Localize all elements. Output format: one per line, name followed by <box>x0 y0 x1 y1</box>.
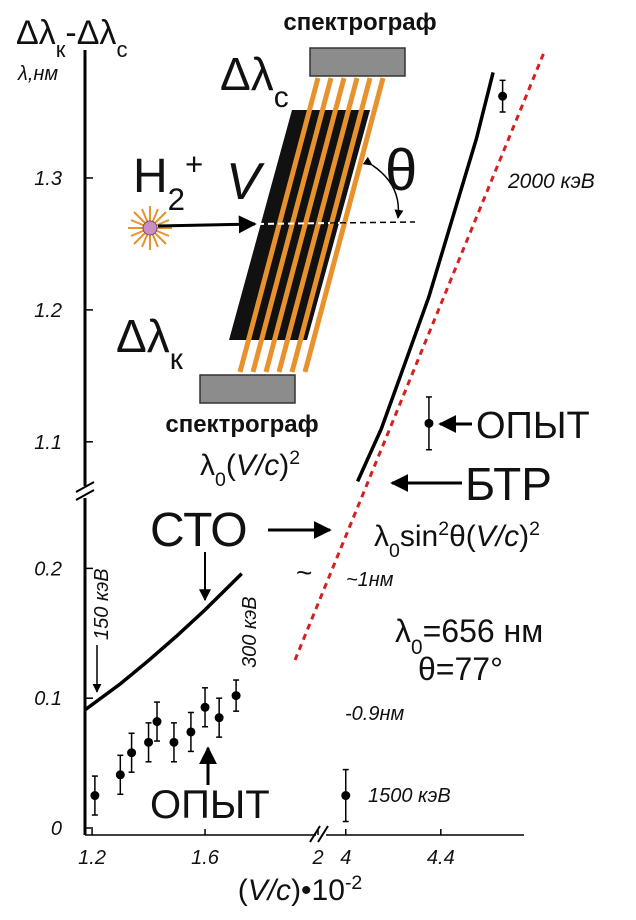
particle <box>143 221 157 235</box>
text-part: с <box>116 37 127 62</box>
y-tick-label: 1.2 <box>34 300 62 322</box>
text-part: V/c <box>476 520 519 553</box>
text-part: Δλ <box>220 48 274 100</box>
y-tick-label: 0 <box>51 818 62 840</box>
x-tick-label: 2 <box>311 847 323 869</box>
spectrograph-bottom <box>200 375 295 403</box>
text-part: Δλ <box>16 14 56 52</box>
data-point <box>144 738 153 747</box>
direction-line <box>330 222 415 223</box>
text-part: к <box>56 37 66 62</box>
annotation: 1500 кэВ <box>368 785 451 807</box>
text-part: 2 <box>168 182 185 217</box>
annotation: ОПЫТ <box>150 783 270 827</box>
x-tick-label: 1.6 <box>191 847 220 869</box>
y-tick-label: 1.3 <box>34 168 62 190</box>
data-point <box>341 791 350 800</box>
annotation: λ0sin2θ(V/c)2 <box>374 518 540 562</box>
x-tick-label: 4.4 <box>427 847 455 869</box>
text-part: -2 <box>345 872 362 894</box>
text-part: 0 <box>389 540 400 562</box>
data-point <box>90 791 99 800</box>
text-part: 2 <box>438 518 449 540</box>
annotation: 300 кэВ <box>239 596 261 668</box>
annotation: ~ <box>296 557 312 588</box>
text-part: λ <box>395 613 411 649</box>
data-point <box>201 703 210 712</box>
annotation: V <box>226 153 265 211</box>
annotation: спектрограф <box>283 9 436 36</box>
annotation: ~1нм <box>346 569 394 591</box>
text-part: 0 <box>215 469 226 491</box>
text-part: V/c <box>248 874 291 907</box>
annotation: 150 кэВ <box>91 568 113 640</box>
text-part: ( <box>226 449 236 482</box>
annotation: θ <box>385 138 417 203</box>
text-part: =656 нм <box>423 613 544 649</box>
velocity-arrow <box>158 224 255 226</box>
text-part: 2 <box>289 447 300 469</box>
annotation: H2+ <box>133 147 203 217</box>
text-part: -Δλ <box>65 14 116 52</box>
annotation: спектрограф <box>165 411 318 438</box>
annotation: СТО <box>150 504 248 557</box>
x-tick-label: 1.2 <box>78 847 106 869</box>
text-part: )•10 <box>291 874 345 907</box>
text-part: θ( <box>449 520 476 553</box>
x-tick-label: 4 <box>340 847 351 869</box>
text-part: H <box>133 150 168 203</box>
data-point <box>169 738 178 747</box>
annotation: θ=77° <box>418 651 503 687</box>
data-point <box>186 727 195 736</box>
annotation: БТР <box>465 458 552 510</box>
curve <box>358 72 494 481</box>
data-point <box>127 748 136 757</box>
text-part: + <box>185 147 203 182</box>
data-point <box>498 92 507 101</box>
chart: 00.10.21.11.21.31.21.6244.4Δλк-Δλсλ,нм(V… <box>0 0 636 915</box>
text-part: к <box>170 343 184 376</box>
y-tick-label: 0.2 <box>34 558 62 580</box>
y-axis-label: λ,нм <box>17 63 58 85</box>
text-part: 2 <box>529 518 540 540</box>
y-tick-label: 1.1 <box>34 432 62 454</box>
text-part: ) <box>519 520 529 553</box>
text-part: ) <box>279 449 289 482</box>
spectrograph-top <box>310 48 405 76</box>
annotation: Δλк <box>116 310 184 376</box>
text-part: λ <box>200 449 215 482</box>
data-point <box>215 713 224 722</box>
data-point <box>424 419 433 428</box>
annotation: 2000 кэВ <box>507 170 595 193</box>
data-point <box>232 691 241 700</box>
y-tick-label: 0.1 <box>34 688 62 710</box>
annotation: λ0(V/c)2 <box>200 447 300 491</box>
text-part: sin <box>400 520 438 553</box>
data-point <box>116 770 125 779</box>
text-part: с <box>274 81 289 114</box>
data-point <box>153 717 162 726</box>
text-part: λ <box>374 520 389 553</box>
chart-title: Δλк-Δλс <box>16 14 127 62</box>
text-part: Δλ <box>116 310 170 362</box>
text-part: V/c <box>236 449 279 482</box>
annotation: Δλс <box>220 48 289 114</box>
annotation: ОПЫТ <box>476 405 590 447</box>
x-axis-label: (V/c)•10-2 <box>238 872 363 907</box>
text-part: ( <box>238 874 248 907</box>
annotation: -0.9нм <box>345 703 404 725</box>
